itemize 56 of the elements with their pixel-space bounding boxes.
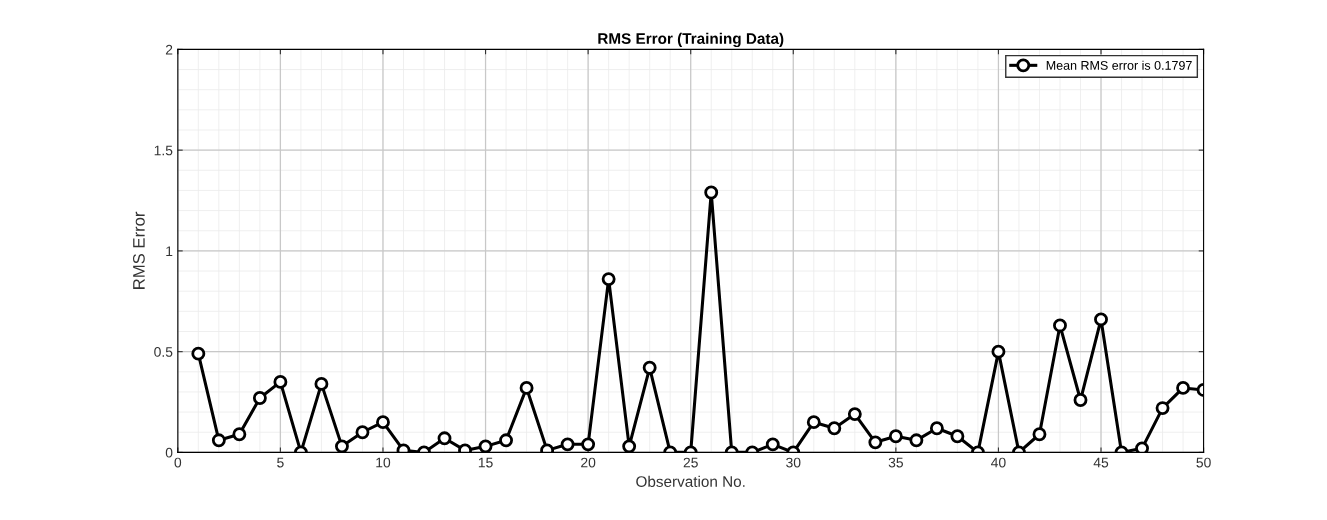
point: [437, 431, 452, 446]
x-tick-label: 40: [991, 457, 1006, 468]
point: [601, 272, 616, 287]
x-tick-label: 10: [376, 457, 391, 468]
point: [1094, 312, 1108, 327]
point: [806, 415, 821, 430]
point: [929, 421, 944, 436]
x-tick-label: 0: [174, 457, 182, 468]
point: [868, 435, 883, 450]
point: [1053, 318, 1067, 333]
y-tick-label: 1.5: [154, 145, 173, 156]
y-tick-label: 1: [166, 246, 173, 256]
x-tick-label: 35: [888, 457, 903, 468]
point: [191, 346, 206, 361]
x-tick-label: 45: [1093, 457, 1109, 468]
point: [355, 425, 370, 440]
point: [888, 429, 903, 444]
point: [704, 185, 719, 200]
point: [232, 427, 247, 442]
y-tick-label: 2: [165, 44, 173, 55]
x-tick-label: 20: [581, 457, 596, 468]
point: [991, 344, 1006, 359]
point: [560, 437, 575, 452]
x-tick-label: 25: [683, 457, 698, 468]
point: [622, 439, 637, 453]
point: [376, 415, 390, 430]
point: [335, 439, 349, 453]
x-tick-label: 50: [1196, 457, 1211, 468]
point: [827, 421, 842, 436]
point: [1155, 401, 1170, 416]
y-tick-label: 0: [165, 447, 173, 458]
chart-title: RMS Error (Training Data): [598, 32, 784, 48]
legend-label: Mean RMS error is 0.1797: [1046, 60, 1192, 70]
point: [847, 407, 862, 422]
point: [765, 437, 780, 452]
point: [314, 376, 329, 391]
point: [642, 360, 657, 375]
x-axis-title: Observation No.: [636, 475, 745, 487]
x-tick-label: 5: [277, 457, 284, 468]
point: [1176, 380, 1191, 395]
point: [581, 437, 596, 452]
point: [499, 433, 514, 448]
y-tick-label: 0.5: [154, 346, 173, 357]
point: [211, 433, 226, 448]
point: [950, 429, 965, 444]
y-axis-title: RMS Error: [133, 211, 145, 289]
x-tick-label: 15: [478, 457, 493, 468]
point: [1073, 393, 1088, 407]
x-tick-label: 30: [786, 457, 801, 468]
point: [252, 391, 267, 405]
point: [909, 433, 924, 448]
point: [478, 439, 493, 453]
point: [519, 380, 534, 395]
point: [1135, 441, 1149, 453]
point: [273, 374, 288, 389]
point: [1032, 427, 1047, 442]
